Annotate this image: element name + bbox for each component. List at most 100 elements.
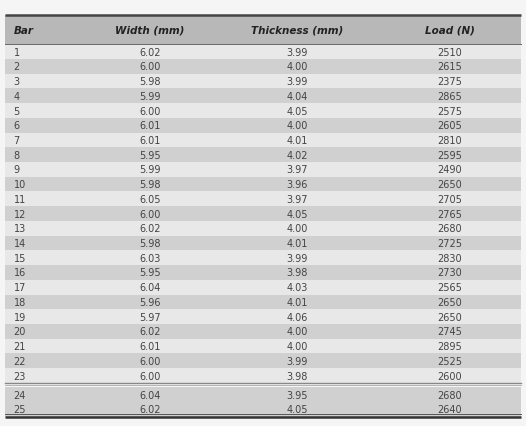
Text: 6.04: 6.04 — [139, 390, 160, 400]
Text: 3.99: 3.99 — [287, 356, 308, 366]
Text: 14: 14 — [14, 239, 26, 248]
Text: 2650: 2650 — [437, 312, 462, 322]
Text: 2525: 2525 — [437, 356, 462, 366]
Bar — [5, 89, 521, 104]
Text: 6.01: 6.01 — [139, 135, 160, 146]
Text: 2680: 2680 — [438, 224, 462, 234]
Text: 2725: 2725 — [437, 239, 462, 248]
Text: 16: 16 — [14, 268, 26, 278]
Text: 4.00: 4.00 — [287, 121, 308, 131]
Bar — [5, 402, 521, 417]
Text: 17: 17 — [14, 282, 26, 293]
Bar — [5, 280, 521, 295]
Text: 2615: 2615 — [437, 62, 462, 72]
Text: 5: 5 — [14, 106, 20, 116]
Text: 9: 9 — [14, 165, 20, 175]
Text: 6.02: 6.02 — [139, 327, 160, 337]
Bar — [5, 16, 521, 45]
Bar — [5, 236, 521, 251]
Text: 3.97: 3.97 — [287, 165, 308, 175]
Text: 20: 20 — [14, 327, 26, 337]
Text: 4.00: 4.00 — [287, 224, 308, 234]
Bar — [5, 265, 521, 280]
Bar — [5, 133, 521, 148]
Text: 3.99: 3.99 — [287, 48, 308, 58]
Text: 19: 19 — [14, 312, 26, 322]
Bar — [5, 251, 521, 265]
Bar — [5, 104, 521, 118]
Text: 3.99: 3.99 — [287, 253, 308, 263]
Text: 2895: 2895 — [437, 341, 462, 351]
Bar — [5, 177, 521, 192]
Text: 2565: 2565 — [437, 282, 462, 293]
Text: Thickness (mm): Thickness (mm) — [251, 26, 343, 36]
Bar — [5, 354, 521, 368]
Text: 6.04: 6.04 — [139, 282, 160, 293]
Text: 6.00: 6.00 — [139, 356, 160, 366]
Bar — [5, 207, 521, 222]
Text: 5.99: 5.99 — [139, 165, 160, 175]
Text: 6.05: 6.05 — [139, 194, 160, 204]
Text: 3.99: 3.99 — [287, 77, 308, 87]
Text: 12: 12 — [14, 209, 26, 219]
Text: 2830: 2830 — [438, 253, 462, 263]
Bar — [5, 118, 521, 133]
Text: 2490: 2490 — [438, 165, 462, 175]
Text: 2705: 2705 — [437, 194, 462, 204]
Bar — [5, 222, 521, 236]
Text: 2605: 2605 — [437, 121, 462, 131]
Text: 2680: 2680 — [438, 390, 462, 400]
Bar — [5, 60, 521, 75]
Text: 2765: 2765 — [437, 209, 462, 219]
Text: 2730: 2730 — [437, 268, 462, 278]
Text: 6.03: 6.03 — [139, 253, 160, 263]
Text: 11: 11 — [14, 194, 26, 204]
Bar — [5, 295, 521, 310]
Text: 4: 4 — [14, 92, 20, 101]
Text: 5.95: 5.95 — [139, 268, 161, 278]
Text: 6.02: 6.02 — [139, 224, 160, 234]
Text: 21: 21 — [14, 341, 26, 351]
Text: 10: 10 — [14, 180, 26, 190]
Text: 2745: 2745 — [437, 327, 462, 337]
Bar — [5, 45, 521, 60]
Text: 4.05: 4.05 — [287, 404, 308, 414]
Text: 6.00: 6.00 — [139, 209, 160, 219]
Text: 3.97: 3.97 — [287, 194, 308, 204]
Text: 4.01: 4.01 — [287, 135, 308, 146]
Text: 23: 23 — [14, 371, 26, 381]
Text: 4.00: 4.00 — [287, 62, 308, 72]
Bar — [5, 368, 521, 383]
Text: 5.98: 5.98 — [139, 180, 160, 190]
Text: 3: 3 — [14, 77, 20, 87]
Bar — [5, 324, 521, 339]
Text: 2810: 2810 — [438, 135, 462, 146]
Text: 4.01: 4.01 — [287, 297, 308, 307]
Text: 22: 22 — [14, 356, 26, 366]
Text: Bar: Bar — [14, 26, 34, 36]
Text: 2575: 2575 — [437, 106, 462, 116]
Text: 2375: 2375 — [437, 77, 462, 87]
Text: Load (N): Load (N) — [425, 26, 474, 36]
Text: 2640: 2640 — [438, 404, 462, 414]
Text: 4.05: 4.05 — [287, 209, 308, 219]
Text: 4.03: 4.03 — [287, 282, 308, 293]
Text: 4.04: 4.04 — [287, 92, 308, 101]
Text: 1: 1 — [14, 48, 20, 58]
Text: 4.00: 4.00 — [287, 327, 308, 337]
Text: 2650: 2650 — [437, 180, 462, 190]
Text: 2650: 2650 — [437, 297, 462, 307]
Bar — [5, 387, 521, 402]
Text: 6.02: 6.02 — [139, 404, 160, 414]
Text: 3.96: 3.96 — [287, 180, 308, 190]
Text: 2510: 2510 — [437, 48, 462, 58]
Bar — [5, 192, 521, 207]
Text: 25: 25 — [14, 404, 26, 414]
Text: 5.98: 5.98 — [139, 77, 160, 87]
Text: Width (mm): Width (mm) — [115, 26, 185, 36]
Bar — [5, 310, 521, 324]
Text: 3.98: 3.98 — [287, 268, 308, 278]
Text: 4.05: 4.05 — [287, 106, 308, 116]
Text: 18: 18 — [14, 297, 26, 307]
Text: 2: 2 — [14, 62, 20, 72]
